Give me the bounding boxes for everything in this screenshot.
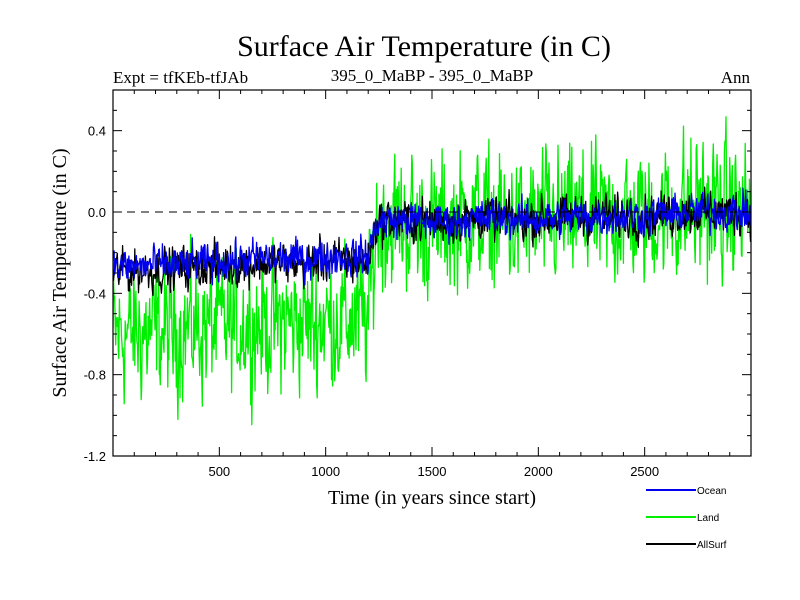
legend-label-ocean: Ocean (697, 486, 726, 497)
series-line-ocean (113, 187, 751, 286)
legend-label-allsurf: AllSurf (697, 540, 727, 551)
plot-frame (112, 89, 752, 457)
series-layer (113, 116, 751, 426)
x-tick-label: 2000 (524, 464, 553, 479)
series-line-land (113, 116, 751, 426)
legend: Ocean Land AllSurf (646, 486, 727, 551)
y-axis-label: Surface Air Temperature (in C) (49, 148, 71, 397)
y-axis: -1.2 -0.8 -0.4 0.0 0.4 (84, 89, 751, 464)
season-label: Ann (721, 68, 751, 87)
legend-label-land: Land (697, 513, 719, 524)
y-tick-label: -1.2 (84, 449, 106, 464)
x-tick-label: 500 (208, 464, 230, 479)
x-tick-label: 2500 (630, 464, 659, 479)
x-tick-label: 1000 (311, 464, 340, 479)
y-tick-label: -0.4 (84, 286, 106, 301)
y-tick-label: -0.8 (84, 368, 106, 383)
x-tick-label: 1500 (418, 464, 447, 479)
x-axis-label: Time (in years since start) (328, 487, 536, 509)
y-tick-label: 0.4 (88, 124, 106, 139)
experiment-label: Expt = tfKEb-tfJAb (113, 68, 248, 87)
comparison-label: 395_0_MaBP - 395_0_MaBP (331, 66, 533, 85)
chart-title: Surface Air Temperature (in C) (237, 30, 611, 63)
y-tick-label: 0.0 (88, 205, 106, 220)
x-axis: 500 1000 1500 2000 2500 (133, 90, 731, 479)
